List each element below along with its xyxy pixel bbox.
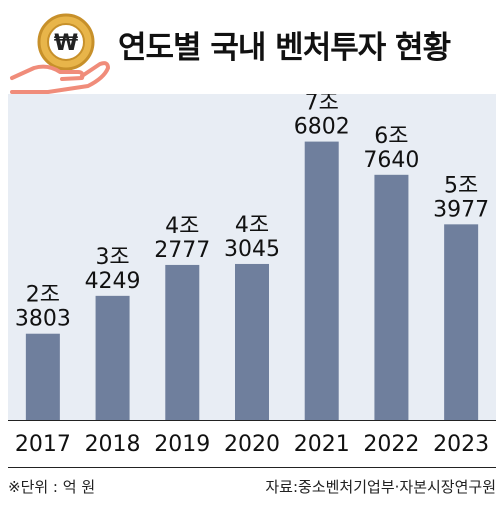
x-tick-2022: 2022 bbox=[363, 432, 419, 457]
data-label-2021-line-2: 6802 bbox=[294, 115, 350, 140]
data-label-2018-line-1: 3조 bbox=[95, 245, 129, 270]
data-label-2020-line-1: 4조 bbox=[235, 213, 269, 238]
data-label-2023-line-1: 5조 bbox=[444, 173, 478, 198]
unit-note: ※단위 : 억 원 bbox=[8, 478, 96, 496]
bar-2022 bbox=[374, 174, 409, 420]
x-tick-2019: 2019 bbox=[154, 432, 210, 457]
x-tick-2021: 2021 bbox=[294, 432, 350, 457]
data-label-2021-line-1: 7조 bbox=[305, 94, 339, 116]
svg-text:₩: ₩ bbox=[54, 31, 78, 56]
bar-2019 bbox=[165, 264, 200, 420]
data-label-2019-line-1: 4조 bbox=[165, 214, 199, 239]
x-tick-2023: 2023 bbox=[433, 432, 489, 457]
data-label-2022-line-1: 6조 bbox=[374, 124, 408, 149]
data-label-2023-line-2: 3977 bbox=[433, 197, 489, 222]
bar-2017 bbox=[25, 333, 60, 420]
open-hand-icon bbox=[10, 61, 110, 94]
chart-title: 연도별 국내 벤처투자 현황 bbox=[118, 30, 451, 66]
source-note: 자료:중소벤처기업부·자본시장연구원 bbox=[265, 478, 496, 496]
x-tick-2018: 2018 bbox=[85, 432, 141, 457]
hand-holding-won-coin-icon: ₩ bbox=[10, 13, 110, 94]
bar-2018 bbox=[95, 295, 130, 420]
data-label-2020-line-2: 3045 bbox=[224, 237, 280, 262]
data-label-2017-line-2: 3803 bbox=[15, 307, 71, 332]
bar-chart: 2조380320173조424920184조277720194조30452020… bbox=[15, 94, 489, 457]
x-axis-band bbox=[8, 420, 496, 468]
x-tick-2017: 2017 bbox=[15, 432, 71, 457]
data-label-2018-line-2: 4249 bbox=[85, 269, 141, 294]
x-tick-2020: 2020 bbox=[224, 432, 280, 457]
bar-2021 bbox=[304, 141, 339, 420]
data-label-2017-line-1: 2조 bbox=[26, 283, 60, 308]
bar-2020 bbox=[235, 263, 269, 420]
data-label-2019-line-2: 2777 bbox=[154, 238, 210, 263]
footer: ※단위 : 억 원 자료:중소벤처기업부·자본시장연구원 bbox=[8, 476, 496, 502]
data-label-2022-line-2: 7640 bbox=[363, 148, 419, 173]
bar-2023 bbox=[444, 224, 479, 420]
